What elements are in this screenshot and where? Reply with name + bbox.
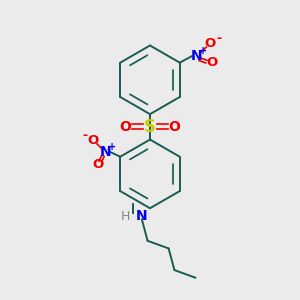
Text: O: O: [205, 37, 216, 50]
Text: O: O: [88, 134, 99, 147]
Text: H: H: [121, 210, 130, 223]
Text: O: O: [92, 158, 103, 171]
Text: O: O: [169, 120, 180, 134]
Text: O: O: [120, 120, 131, 134]
Text: O: O: [206, 56, 217, 69]
Text: -: -: [82, 129, 88, 142]
Text: N: N: [190, 49, 202, 63]
Text: +: +: [108, 142, 116, 152]
Text: -: -: [216, 32, 221, 45]
Text: S: S: [144, 118, 156, 136]
Text: N: N: [100, 145, 112, 159]
Text: N: N: [136, 209, 147, 223]
Text: +: +: [199, 46, 207, 56]
